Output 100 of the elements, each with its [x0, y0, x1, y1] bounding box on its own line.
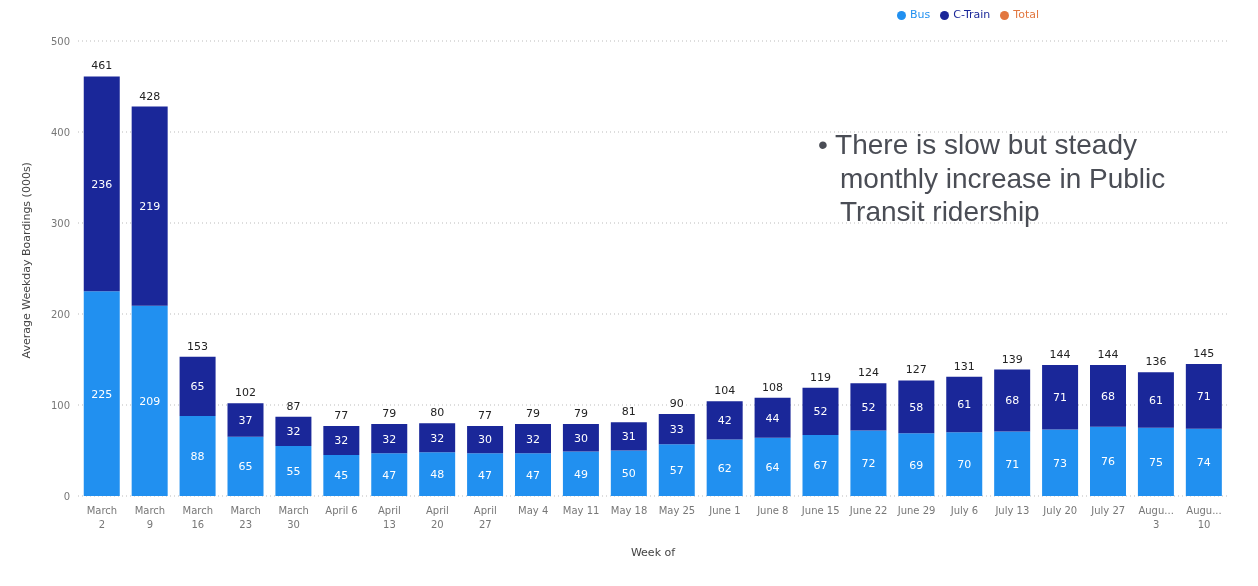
data-label: 75	[1148, 455, 1163, 469]
bar	[802, 387, 839, 436]
x-tick-label: July 6	[949, 505, 979, 516]
data-label: 67	[813, 459, 828, 473]
bar	[275, 416, 312, 446]
bar	[515, 453, 551, 496]
y-axis-title: Average Weekday Boardings (000s)	[19, 162, 33, 359]
total-label: 102	[235, 386, 256, 400]
data-label: 68	[1005, 394, 1020, 408]
y-tick-label: 300	[50, 217, 70, 229]
bar	[1137, 427, 1174, 496]
total-label: 153	[187, 339, 209, 353]
total-label: 145	[1193, 347, 1215, 361]
bar	[706, 401, 743, 440]
bar	[419, 423, 456, 453]
bar	[1090, 364, 1126, 427]
data-label: 31	[621, 430, 636, 444]
total-label: 87	[286, 399, 301, 413]
data-label: 32	[286, 425, 301, 439]
data-label: 32	[526, 432, 540, 446]
bar	[83, 76, 120, 292]
bar	[1185, 428, 1222, 496]
bar	[227, 436, 264, 496]
x-tick-label: June 15	[800, 505, 840, 516]
data-label: 32	[382, 432, 397, 446]
legend-label: Total	[1013, 8, 1039, 21]
data-label: 44	[765, 411, 780, 425]
bar	[1137, 372, 1174, 428]
data-label: 57	[669, 463, 684, 477]
total-label: 139	[1001, 352, 1023, 366]
bar	[610, 422, 647, 451]
bar	[658, 444, 695, 496]
total-label: 104	[714, 384, 736, 398]
total-label: 108	[762, 380, 784, 394]
bar	[610, 450, 647, 496]
bar	[227, 403, 264, 437]
data-label: 49	[573, 467, 588, 481]
data-label: 71	[1053, 391, 1068, 405]
bar	[562, 424, 599, 452]
data-label: 88	[190, 449, 205, 463]
bar	[131, 305, 168, 496]
data-label: 61	[957, 398, 972, 412]
data-label: 68	[1101, 389, 1115, 403]
bar	[898, 433, 935, 496]
data-label: 70	[957, 458, 972, 472]
x-tick-label: March 2	[86, 505, 118, 530]
total-label: 80	[430, 406, 445, 420]
bar	[946, 376, 983, 433]
bar	[371, 453, 408, 496]
data-label: 65	[190, 380, 205, 394]
x-tick-label: April 13	[378, 505, 401, 530]
data-label: 61	[1148, 393, 1163, 407]
bar	[467, 453, 504, 496]
total-label: 79	[526, 407, 540, 421]
legend-label: Bus	[910, 8, 931, 21]
data-label: 48	[430, 468, 445, 482]
x-tick-label: May 18	[610, 505, 648, 516]
bar	[946, 432, 983, 496]
total-label: 144	[1097, 347, 1119, 361]
bar	[323, 455, 360, 496]
data-label: 32	[430, 431, 445, 445]
y-tick-label: 500	[50, 35, 70, 47]
bar	[754, 437, 791, 496]
x-tick-label: May 4	[518, 505, 549, 516]
y-tick-label: 400	[50, 126, 70, 138]
total-label: 77	[478, 408, 493, 422]
data-label: 52	[813, 405, 828, 419]
total-label: 428	[139, 89, 161, 103]
x-tick-label: July 13	[994, 505, 1030, 516]
data-label: 236	[91, 177, 113, 191]
bar	[1090, 426, 1126, 496]
total-label: 144	[1049, 347, 1071, 361]
data-label: 58	[909, 400, 924, 414]
x-tick-label: June 1	[708, 505, 741, 516]
data-label: 72	[861, 457, 876, 471]
bar	[1185, 364, 1222, 429]
x-tick-label: Augu... 10	[1186, 505, 1222, 530]
y-tick-label: 100	[50, 399, 70, 411]
x-tick-label: May 25	[658, 505, 696, 516]
bar	[802, 435, 839, 496]
data-label: 76	[1101, 455, 1115, 469]
data-label: 33	[669, 423, 684, 437]
data-label: 32	[334, 434, 349, 448]
total-label: 90	[669, 397, 684, 411]
annotation: • There is slow but steady monthly increase in Public Transit ridership	[818, 128, 1167, 229]
data-label: 47	[382, 468, 397, 482]
bar	[371, 424, 408, 454]
data-label: 219	[139, 200, 161, 214]
data-label: 47	[526, 468, 540, 482]
x-tick-label: April 6	[325, 505, 358, 516]
bar	[658, 414, 695, 445]
x-tick-label: March 23	[230, 505, 261, 530]
bar	[467, 425, 504, 454]
data-label: 225	[91, 387, 113, 401]
data-label: 55	[286, 464, 301, 478]
bar	[994, 369, 1031, 432]
bar	[1042, 364, 1079, 430]
data-label: 30	[573, 431, 588, 445]
bar	[850, 383, 887, 431]
x-tick-label: May 11	[562, 505, 600, 516]
